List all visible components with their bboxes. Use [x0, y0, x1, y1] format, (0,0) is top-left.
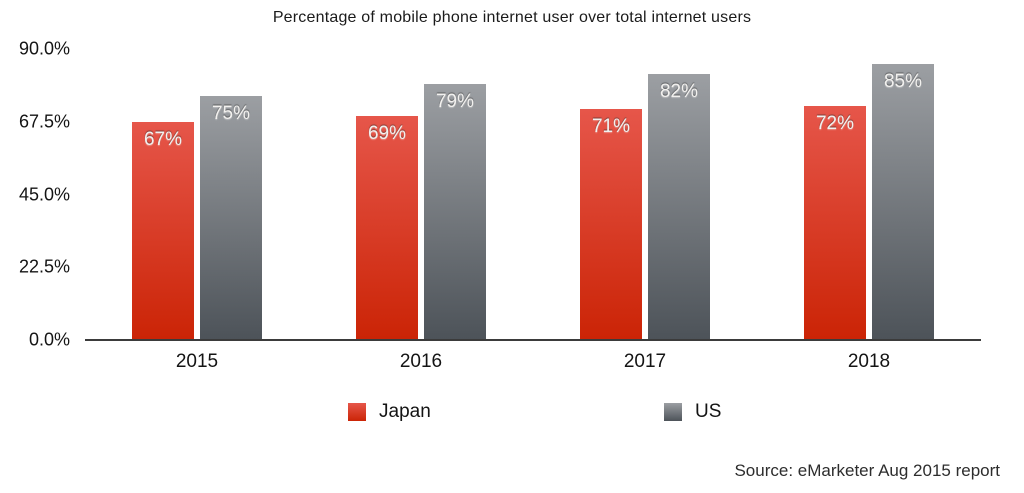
bar-value-label: 69%: [367, 123, 407, 144]
bar-japan-2016: 69%: [356, 116, 418, 339]
bar-value-label: 71%: [591, 116, 631, 137]
x-tick-label-2015: 2015: [175, 351, 219, 372]
x-axis-line: [85, 339, 981, 341]
y-tick-label: 22.5%: [18, 256, 70, 277]
bar-value-label: 72%: [815, 113, 855, 134]
bar-us-2016: 79%: [424, 84, 486, 339]
bar-value-label: 79%: [435, 91, 475, 112]
bar-japan-2017: 71%: [580, 109, 642, 339]
bar-japan-2015: 67%: [132, 122, 194, 339]
bar-value-label: 85%: [883, 71, 923, 92]
chart-title: Percentage of mobile phone internet user…: [272, 9, 752, 26]
us-legend-label: US: [695, 401, 722, 422]
bar-us-2015: 75%: [200, 96, 262, 339]
us-legend-swatch: [664, 403, 682, 421]
legend-item-us: US: [664, 401, 721, 423]
bar-value-label: 82%: [659, 81, 699, 102]
japan-legend-label: Japan: [379, 401, 431, 422]
bar-us-2018: 85%: [872, 64, 934, 339]
bar-japan-2018: 72%: [804, 106, 866, 339]
y-tick-label: 45.0%: [18, 184, 70, 204]
source-note: Source: eMarketer Aug 2015 report: [734, 461, 1000, 480]
y-tick-label: 67.5%: [18, 111, 70, 132]
bar-value-label: 75%: [211, 103, 251, 124]
bar-value-label: 67%: [143, 129, 183, 150]
x-tick-label-2018: 2018: [847, 351, 891, 372]
y-tick-label: 0.0%: [28, 329, 70, 350]
bar-us-2017: 82%: [648, 74, 710, 339]
y-tick-label: 90.0%: [18, 38, 70, 59]
x-tick-label-2017: 2017: [623, 351, 667, 372]
legend-item-japan: Japan: [348, 401, 431, 423]
japan-legend-swatch: [348, 403, 366, 421]
x-tick-label-2016: 2016: [399, 351, 443, 372]
